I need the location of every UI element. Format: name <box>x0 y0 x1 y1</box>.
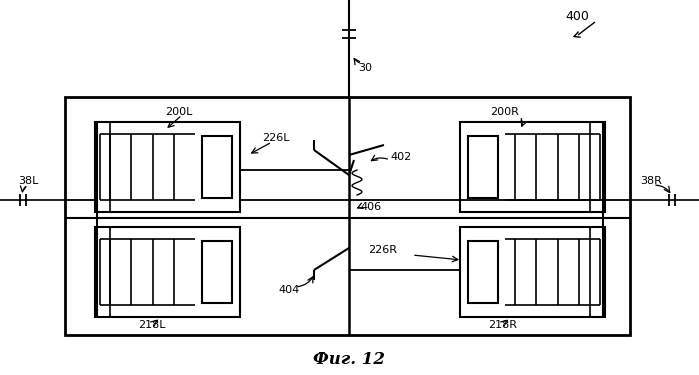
Text: Фиг. 12: Фиг. 12 <box>313 351 385 369</box>
Bar <box>65 97 630 335</box>
Text: 226R: 226R <box>368 245 397 255</box>
Text: 226L: 226L <box>262 133 289 143</box>
Bar <box>460 122 605 212</box>
Bar <box>460 227 605 317</box>
Text: 218L: 218L <box>138 320 166 330</box>
Text: 218R: 218R <box>488 320 517 330</box>
Text: 200L: 200L <box>165 107 192 117</box>
Bar <box>468 241 498 303</box>
Text: 400: 400 <box>565 10 589 24</box>
Bar <box>202 241 232 303</box>
Bar <box>95 227 240 317</box>
Bar <box>202 136 232 198</box>
Text: 404: 404 <box>278 285 299 295</box>
Text: 406: 406 <box>360 202 381 212</box>
Text: 38L: 38L <box>18 176 38 186</box>
Text: 38R: 38R <box>640 176 662 186</box>
Text: 402: 402 <box>390 152 411 162</box>
Bar <box>95 122 240 212</box>
Bar <box>468 136 498 198</box>
Text: 200R: 200R <box>490 107 519 117</box>
Text: 30: 30 <box>358 63 372 73</box>
